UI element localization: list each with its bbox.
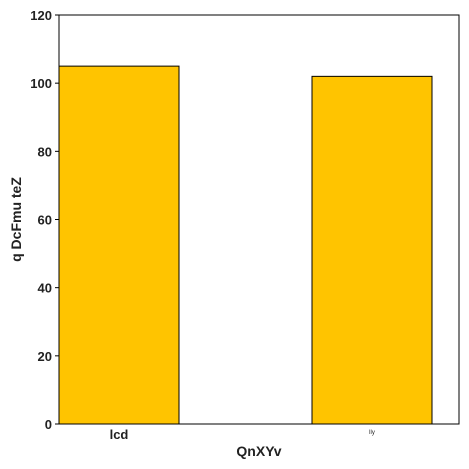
bar-lly [311, 75, 433, 425]
y-axis-label: q DcFmu teZ [8, 177, 24, 262]
y-tick-label: 40 [38, 281, 52, 296]
x-tick-label: lly [369, 430, 375, 436]
x-tick-label: lcd [110, 427, 129, 442]
y-tick-label: 0 [45, 417, 52, 432]
y-tick-label: 120 [30, 8, 52, 23]
x-axis-ticks: lcd lly [110, 427, 375, 442]
y-axis-ticks: 0 20 40 60 80 100 120 [30, 8, 59, 432]
y-tick-label: 20 [38, 349, 52, 364]
bar-lcd [58, 65, 180, 425]
x-axis-label: QnXYv [236, 443, 281, 459]
y-tick-label: 80 [38, 144, 52, 159]
plot-frame [58, 14, 460, 425]
y-tick-label: 60 [38, 213, 52, 228]
y-tick-label: 100 [30, 76, 52, 91]
bars-group [58, 65, 433, 425]
